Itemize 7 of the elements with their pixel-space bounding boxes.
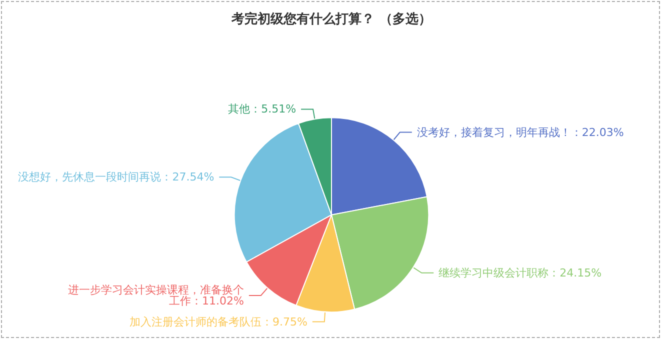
slice-label: 进一步学习会计实操课程，准备换个工作：11.02% bbox=[68, 283, 244, 308]
slice-label: 继续学习中级会计职称：24.15% bbox=[438, 266, 602, 280]
slice-label: 没想好，先休息一段时间再说：27.54% bbox=[18, 170, 214, 184]
slice-label: 没考好，接着复习，明年再战！：22.03% bbox=[416, 126, 624, 139]
slice-label: 其他：5.51% bbox=[228, 102, 296, 116]
slice-label: 加入注册会计师的备考队伍：9.75% bbox=[129, 315, 308, 328]
chart-title: 考完初级您有什么打算？ （多选） bbox=[230, 11, 432, 27]
